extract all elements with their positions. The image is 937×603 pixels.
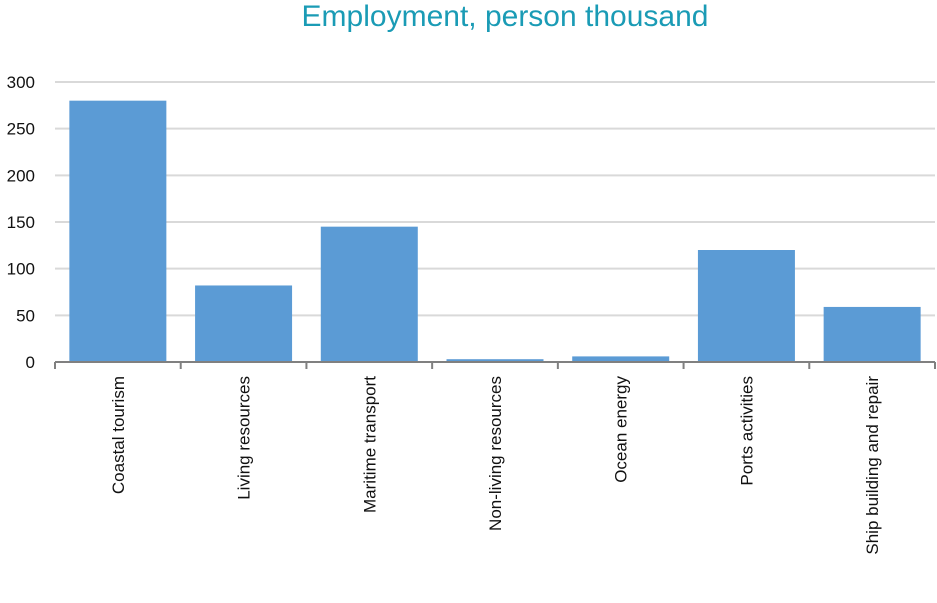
bar (195, 285, 293, 362)
y-tick-label: 300 (7, 73, 35, 92)
y-tick-label: 250 (7, 120, 35, 139)
bars (69, 100, 921, 363)
x-category-labels: Coastal tourism Living resources Maritime … (109, 376, 882, 555)
y-tick-label: 100 (7, 260, 35, 279)
chart-title: Employment, person thousand (301, 0, 709, 33)
gridlines (55, 81, 935, 317)
x-category-label: Coastal tourism (109, 376, 128, 494)
y-tick-label: 150 (7, 213, 35, 232)
bar (446, 359, 544, 362)
bar (320, 226, 418, 362)
bar (823, 306, 921, 362)
x-category-label: Ship building and repair (863, 376, 882, 555)
x-category-label: Living resources (235, 376, 254, 500)
bar (697, 250, 795, 362)
x-category-label: Ports activities (737, 376, 756, 486)
bar (572, 356, 670, 362)
x-category-label: Ocean energy (612, 376, 631, 483)
x-category-label: Maritime transport (360, 376, 379, 513)
y-tick-label: 50 (16, 306, 35, 325)
y-tick-labels: 0 50 100 150 200 250 300 (7, 73, 35, 372)
bar (69, 100, 167, 363)
y-tick-label: 200 (7, 166, 35, 185)
axes (54, 361, 936, 369)
x-category-label: Non-living resources (486, 376, 505, 531)
y-tick-label: 0 (26, 353, 35, 372)
